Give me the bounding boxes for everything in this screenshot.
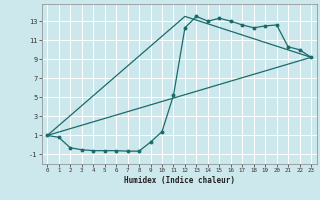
X-axis label: Humidex (Indice chaleur): Humidex (Indice chaleur) [124, 176, 235, 185]
